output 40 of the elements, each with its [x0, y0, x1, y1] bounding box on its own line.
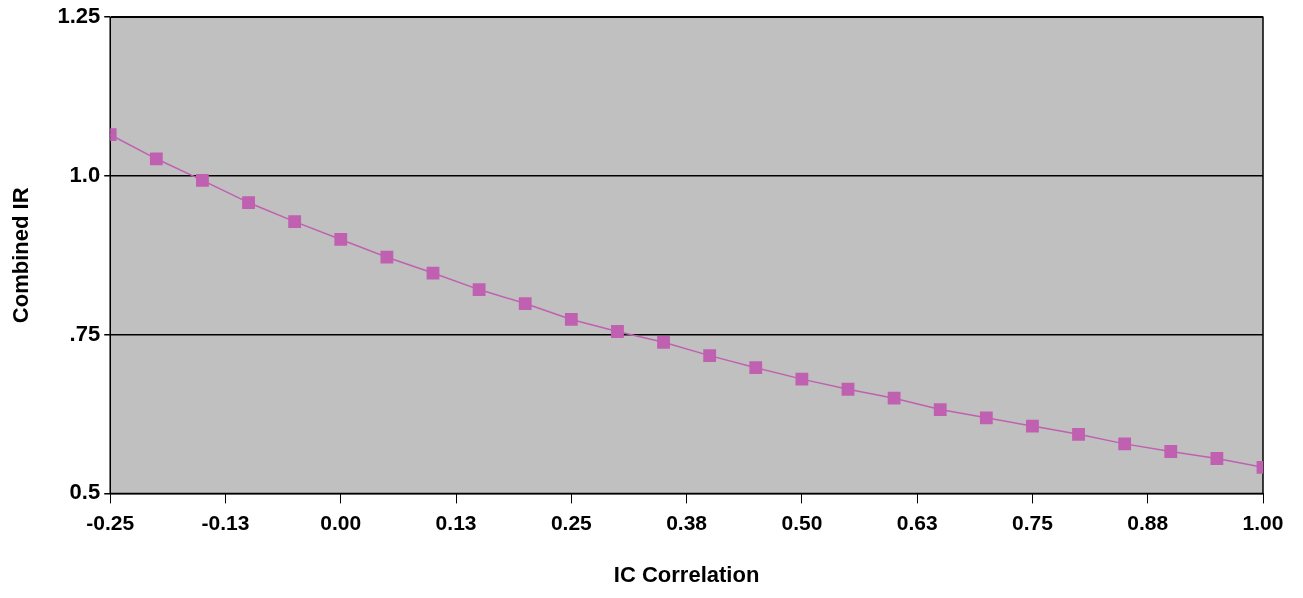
- point: [1210, 452, 1224, 465]
- x-tick-label: 0.38: [666, 510, 708, 534]
- point: [196, 173, 209, 187]
- point: [149, 152, 163, 166]
- point: [887, 391, 901, 405]
- x-tick-label: 0.88: [1127, 510, 1169, 534]
- x-tick-label: -0.13: [201, 510, 250, 534]
- y-tick-label: 1.25: [57, 3, 101, 29]
- y-tick-label: .75: [69, 320, 101, 346]
- point: [611, 325, 624, 338]
- point: [933, 403, 947, 416]
- point: [518, 297, 532, 310]
- point: [1072, 427, 1085, 441]
- x-tick-label: 1.00: [1242, 510, 1284, 534]
- point: [288, 215, 302, 229]
- point: [795, 372, 809, 386]
- x-tick-label: 0.50: [781, 510, 823, 534]
- x-tick-label: 0.63: [896, 510, 938, 534]
- x-tick-label: 0.75: [1012, 510, 1054, 534]
- y-tick-label: 0.5: [69, 479, 101, 505]
- point: [749, 361, 763, 375]
- point: [703, 349, 717, 363]
- point: [657, 335, 670, 349]
- point: [979, 411, 993, 425]
- point: [242, 196, 255, 210]
- point: [334, 233, 348, 246]
- x-tick-label: 0.13: [435, 510, 477, 534]
- x-tick-label: -0.25: [86, 510, 135, 534]
- point: [1164, 445, 1178, 458]
- point: [380, 250, 394, 264]
- point: [472, 283, 486, 296]
- point: [841, 382, 855, 396]
- x-tick-label: 0.00: [320, 510, 362, 534]
- x-tick-label: 0.25: [550, 510, 593, 534]
- point: [564, 313, 578, 326]
- point: [1026, 419, 1039, 433]
- y-axis-title: Combined IR: [8, 187, 34, 324]
- x-axis-title: IC Correlation: [613, 561, 760, 587]
- point: [1118, 437, 1132, 451]
- y-tick-label: 1.0: [69, 162, 101, 187]
